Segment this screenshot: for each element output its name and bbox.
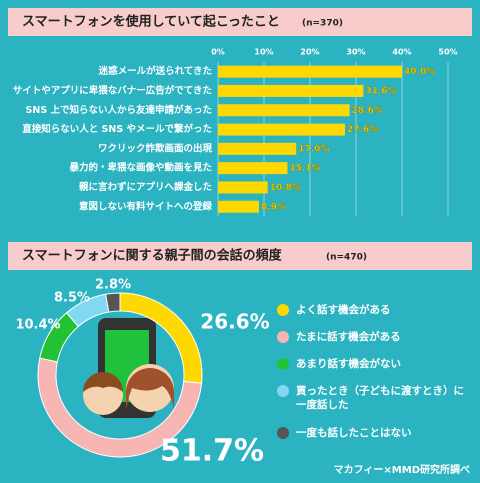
x-tick-label: 0% <box>211 48 225 57</box>
bar <box>218 162 288 175</box>
value-label: 31.6% <box>365 86 396 96</box>
value-label: 40.0% <box>404 67 435 77</box>
source-note: マカフィー×MMD研究所調べ <box>334 463 470 476</box>
value-label: 26.6% <box>200 310 269 334</box>
value-label: 27.6% <box>347 125 378 135</box>
category-label: サイトやアプリに卑猥なバナー広告がでてきた <box>13 84 212 96</box>
x-tick-label: 30% <box>346 48 365 57</box>
chart-title: スマートフォンに関する親子間の会話の頻度 <box>22 248 283 264</box>
bar <box>218 142 297 155</box>
x-tick-label: 20% <box>300 48 319 57</box>
category-label: 直接知らない人と SNS やメールで繋がった <box>22 123 212 135</box>
category-label: 親に言わずにアプリへ課金した <box>79 181 212 193</box>
legend-label: 買ったとき（子どもに渡すとき）に一度話した <box>296 385 464 411</box>
legend-swatch <box>277 385 289 397</box>
x-tick-label: 10% <box>254 48 273 57</box>
value-label: 8.5% <box>54 291 90 306</box>
title-banner <box>8 242 472 270</box>
category-label: SNS 上で知らない人から友達申請があった <box>26 104 212 116</box>
value-label: 17.0% <box>298 144 329 154</box>
category-label: 暴力的・卑猥な画像や動画を見た <box>68 162 212 174</box>
bar <box>218 181 268 194</box>
bar <box>218 104 350 117</box>
value-label: 10.4% <box>15 318 60 333</box>
legend-label: 一度も話したことはない <box>296 427 412 439</box>
bar <box>218 84 364 97</box>
chart-subtitle: (n=370) <box>302 19 343 29</box>
chart-title: スマートフォンを使用していて起こったこと <box>22 14 280 30</box>
value-label: 51.7% <box>160 434 264 469</box>
chart-subtitle: (n=470) <box>326 253 367 263</box>
x-tick-label: 40% <box>392 48 411 57</box>
value-label: 28.6% <box>352 106 383 116</box>
category-label: ワクリック詐欺画面の出現 <box>98 142 213 154</box>
legend-label: たまに話す機会がある <box>296 331 401 343</box>
category-label: 迷惑メールが送られてきた <box>98 65 212 77</box>
x-tick-label: 50% <box>438 48 457 57</box>
legend-label: あまり話す機会がない <box>296 358 401 370</box>
value-label: 10.8% <box>270 183 301 193</box>
bar <box>218 200 259 213</box>
bar <box>218 65 402 78</box>
category-label: 意図しない有料サイトへの登録 <box>79 200 213 212</box>
value-label: 8.9% <box>261 202 286 212</box>
value-label: 15.1% <box>289 164 320 174</box>
bar <box>218 123 345 136</box>
legend-label: よく話す機会がある <box>296 304 391 316</box>
value-label: 2.8% <box>95 278 131 293</box>
donut-segment <box>105 292 121 313</box>
illustration <box>83 318 174 418</box>
legend-swatch <box>277 358 289 370</box>
legend-swatch <box>277 331 289 343</box>
legend-swatch <box>277 304 289 316</box>
title-banner <box>8 8 472 36</box>
legend-swatch <box>277 427 289 439</box>
